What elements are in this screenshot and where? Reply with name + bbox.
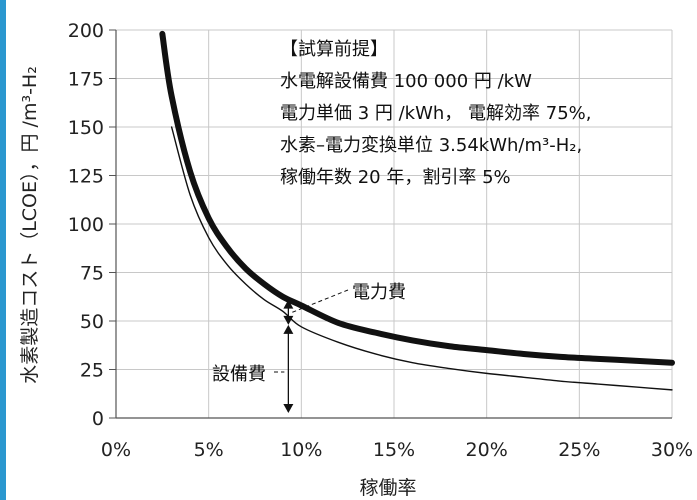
y-tick-label: 150 xyxy=(68,117,104,139)
equipment-arrow-head-bottom xyxy=(283,404,294,413)
y-tick-label: 75 xyxy=(80,263,104,285)
y-tick-label: 50 xyxy=(80,311,104,333)
assumption-header: 【試算前提】 xyxy=(280,39,388,60)
chart-panel: 0% 5% 10% 15% 20% 25% 30% 0 25 50 75 100 125 150 175 20… xyxy=(6,0,697,500)
annotation-layer xyxy=(274,289,349,413)
x-tick-label: 20% xyxy=(466,439,508,461)
y-tick-label: 25 xyxy=(80,360,104,382)
equipment-cost-label: 設備費 xyxy=(212,364,266,385)
series-layer xyxy=(159,30,675,391)
equipment-arrow-head-top xyxy=(283,324,294,334)
assumption-line-1: 水電解設備費 100 000 円 /kW xyxy=(280,71,532,92)
axes: 0% 5% 10% 15% 20% 25% 30% 0 25 50 75 100 125 150 175 20… xyxy=(68,20,693,461)
assumption-box: 【試算前提】 水電解設備費 100 000 円 /kW 電力単価 3 円 /kW… xyxy=(280,39,591,188)
electricity-cost-label: 電力費 xyxy=(352,282,406,303)
x-axis-title: 稼働率 xyxy=(359,477,416,499)
lcoe-chart: 0% 5% 10% 15% 20% 25% 30% 0 25 50 75 100 125 150 175 20… xyxy=(19,20,693,499)
x-tick-label: 0% xyxy=(101,439,131,461)
y-tick-label: 0 xyxy=(92,408,104,430)
grid xyxy=(116,29,673,418)
electricity-arrow-head-bottom xyxy=(283,315,294,325)
x-tick-label: 25% xyxy=(558,439,600,461)
assumption-line-4: 稼働年数 20 年，割引率 5% xyxy=(280,167,511,188)
y-tick-label: 200 xyxy=(68,20,104,42)
x-tick-label: 10% xyxy=(280,439,322,461)
y-tick-label: 125 xyxy=(68,166,104,188)
x-tick-label: 15% xyxy=(373,439,415,461)
electricity-arrow-head-top xyxy=(283,299,294,309)
assumption-line-3: 水素–電力変換単位 3.54kWh/m³-H₂, xyxy=(280,135,582,156)
x-tick-label: 30% xyxy=(651,439,693,461)
y-tick-label: 175 xyxy=(68,69,104,91)
y-axis-title: 水素製造コスト（LCOE），円 /m³-H₂ xyxy=(19,66,41,384)
electricity-leader-line xyxy=(292,289,349,313)
total-cost-line xyxy=(159,30,675,366)
y-tick-label: 100 xyxy=(68,214,104,236)
x-tick-label: 5% xyxy=(194,439,224,461)
equipment-cost-line xyxy=(170,126,673,391)
assumption-line-2: 電力単価 3 円 /kWh， 電解効率 75%, xyxy=(280,103,591,124)
